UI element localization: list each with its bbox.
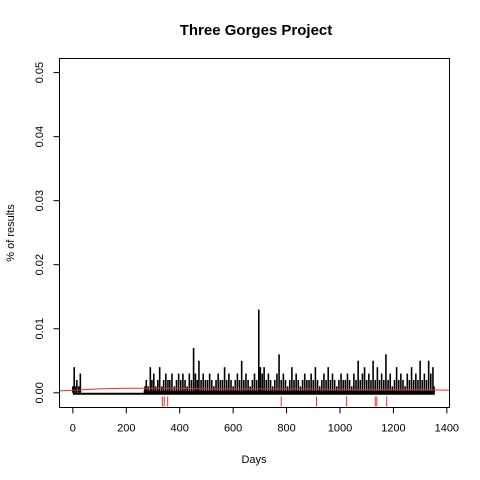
x-axis: 0 200 400 600 800 1000 1200 1400 — [70, 407, 459, 435]
y-tick-label: 0.04 — [34, 126, 46, 147]
x-axis-label: Days — [241, 454, 267, 466]
y-tick-label: 0.01 — [34, 318, 46, 339]
y-tick-label: 0.05 — [34, 62, 46, 83]
x-tick-label: 600 — [224, 423, 242, 435]
x-tick-label: 1000 — [328, 423, 352, 435]
x-tick-label: 200 — [117, 423, 135, 435]
x-tick-label: 1200 — [381, 423, 405, 435]
plot-frame — [59, 58, 450, 408]
x-tick-label: 400 — [171, 423, 189, 435]
y-axis: 0.00 0.01 0.02 0.03 0.04 0.05 — [34, 62, 60, 403]
y-tick-label: 0.02 — [34, 254, 46, 275]
x-tick-label: 800 — [277, 423, 295, 435]
plot-area — [59, 309, 450, 407]
x-tick-label: 0 — [70, 423, 76, 435]
chart-title: Three Gorges Project — [180, 22, 333, 39]
x-tick-label: 1400 — [435, 423, 459, 435]
density-line — [59, 387, 450, 392]
y-tick-label: 0.03 — [34, 190, 46, 211]
y-tick-label: 0.00 — [34, 382, 46, 403]
y-axis-label: % of results — [5, 204, 17, 262]
